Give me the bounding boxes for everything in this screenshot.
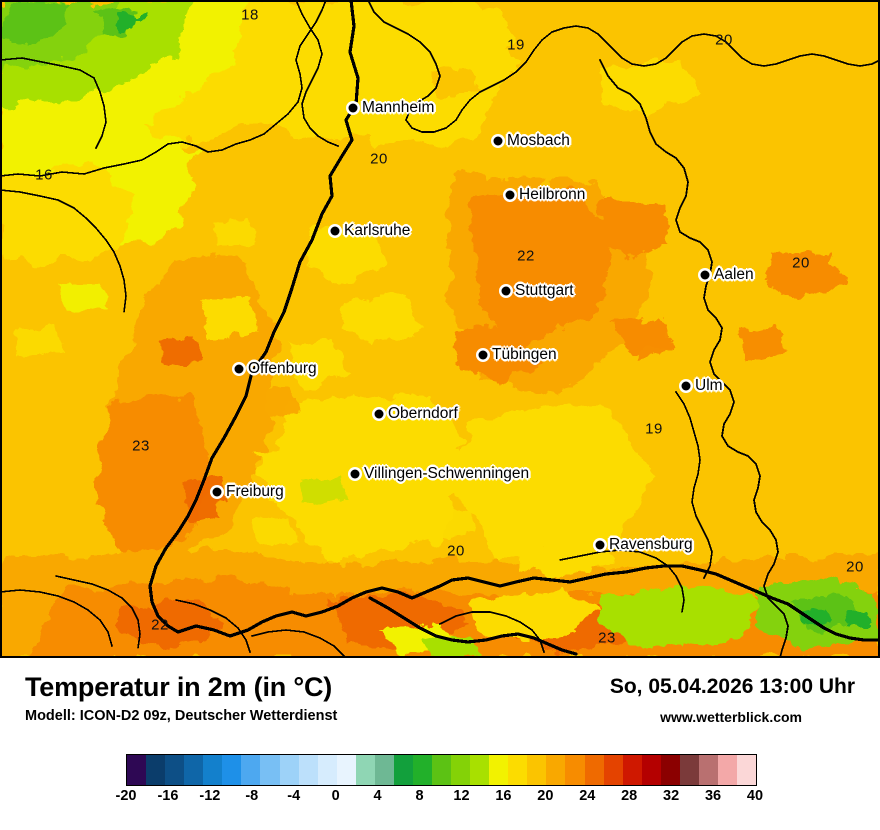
colorbar-swatch [565,755,585,785]
colorbar-tick-label: 40 [746,788,764,804]
isotherm-label: 22 [517,247,535,265]
colorbar-swatch [432,755,452,785]
colorbar-swatch [584,755,604,785]
colorbar-swatch [279,755,299,785]
colorbar-swatch [603,755,623,785]
colorbar-swatch [146,755,166,785]
colorbar-swatch [184,755,204,785]
temperature-field-svg [0,0,880,658]
city-label: Oberndorf [388,405,458,422]
colorbar-swatch [546,755,566,785]
city-dot-icon [348,103,358,113]
isotherm-label: 16 [35,166,53,184]
colorbar-swatch [241,755,261,785]
isotherm-label: 23 [132,437,150,455]
colorbar-tick-label: 4 [373,788,382,804]
isotherm-label: 20 [447,542,465,560]
colorbar-swatch [737,755,757,785]
page-title: Temperatur in 2m (in °C) [25,672,333,702]
city-label: Ravensburg [609,536,693,553]
city-label: Mannheim [362,99,435,116]
colorbar-swatch [222,755,242,785]
colorbar-tick-label: 0 [331,788,340,804]
city-dot-icon [493,136,503,146]
colorbar-swatch [698,755,718,785]
colorbar-tick-label: 28 [621,788,638,804]
city-label: Tübingen [492,346,557,363]
city-dot-icon [234,364,244,374]
colorbar-tick-label: 32 [663,788,680,804]
colorbar-swatch [336,755,356,785]
colorbar-tick-label: 12 [453,788,470,804]
colorbar-tick-label: 20 [537,788,554,804]
colorbar-swatch [317,755,337,785]
colorbar-tick-label: -4 [287,788,301,804]
city-dot-icon [374,409,384,419]
colorbar-tick-label: -16 [157,788,179,804]
city-dot-icon [478,350,488,360]
isotherm-label: 22 [151,616,169,634]
colorbar-swatch [451,755,471,785]
city-label: Ulm [695,377,723,394]
city-dot-icon [595,540,605,550]
colorbar-swatch [165,755,185,785]
colorbar-swatch [508,755,528,785]
city-dot-icon [330,226,340,236]
city-label: Villingen-Schwenningen [364,465,530,482]
isotherm-label: 19 [645,420,663,438]
city-dot-icon [501,286,511,296]
city-label: Karlsruhe [344,222,411,239]
isotherm-label: 20 [846,558,864,576]
colorbar-swatch [489,755,509,785]
city-label: Heilbronn [519,186,586,203]
colorbar-swatch [527,755,547,785]
city-dot-icon [681,381,691,391]
isotherm-label: 23 [598,629,616,647]
colorbar-swatch [641,755,661,785]
colorbar-swatch [298,755,318,785]
isotherm-label: 18 [241,6,259,24]
colorbar-swatch [355,755,375,785]
isotherm-label: 19 [507,36,525,54]
city-label: Stuttgart [515,282,574,299]
colorbar-tick-label: -12 [199,788,221,804]
colorbar-tick-label: 36 [704,788,722,804]
city-dot-icon [212,487,222,497]
colorbar-swatch [260,755,280,785]
colorbar-swatch [622,755,642,785]
city-label: Offenburg [248,360,317,377]
colorbar-swatch [470,755,490,785]
colorbar-tick-label: 24 [579,788,596,804]
footer: Temperatur in 2m (in °C) Modell: ICON-D2… [0,658,880,830]
colorbar-swatch [679,755,699,785]
colorbar-swatch [393,755,413,785]
colorbar-tick-label: -8 [245,788,259,804]
city-dot-icon [350,469,360,479]
city-label: Freiburg [226,483,284,500]
valid-datetime: So, 05.04.2026 13:00 Uhr [609,675,855,698]
colorbar-tick-label: -20 [115,788,137,804]
colorbar-swatch [127,755,147,785]
colorbar-tick-label: 16 [495,788,512,804]
colorbar-swatch [374,755,394,785]
city-dot-icon [700,270,710,280]
city-label: Mosbach [507,132,570,149]
model-subtitle: Modell: ICON-D2 09z, Deutscher Wetterdie… [25,708,338,724]
city-dot-icon [505,190,515,200]
isotherm-label: 20 [792,254,810,272]
colorbar-swatch [203,755,223,785]
colorbar-swatch [660,755,680,785]
colorbar: -20 -16 -12 -8 -4 0 4 8 12 16 20 24 28 32 36 40 [0,754,880,824]
city-label: Aalen [714,266,754,283]
colorbar-swatch [412,755,432,785]
isotherm-label: 20 [370,150,388,168]
temperature-map[interactable]: 18 19 20 16 20 22 20 23 19 20 20 22 23 Mannheim Mosba… [0,0,880,658]
colorbar-tick-label: 8 [415,788,424,804]
colorbar-swatches [126,754,757,786]
colorbar-swatch [717,755,737,785]
website-label: www.wetterblick.com [660,709,802,725]
isotherm-label: 20 [715,31,733,49]
